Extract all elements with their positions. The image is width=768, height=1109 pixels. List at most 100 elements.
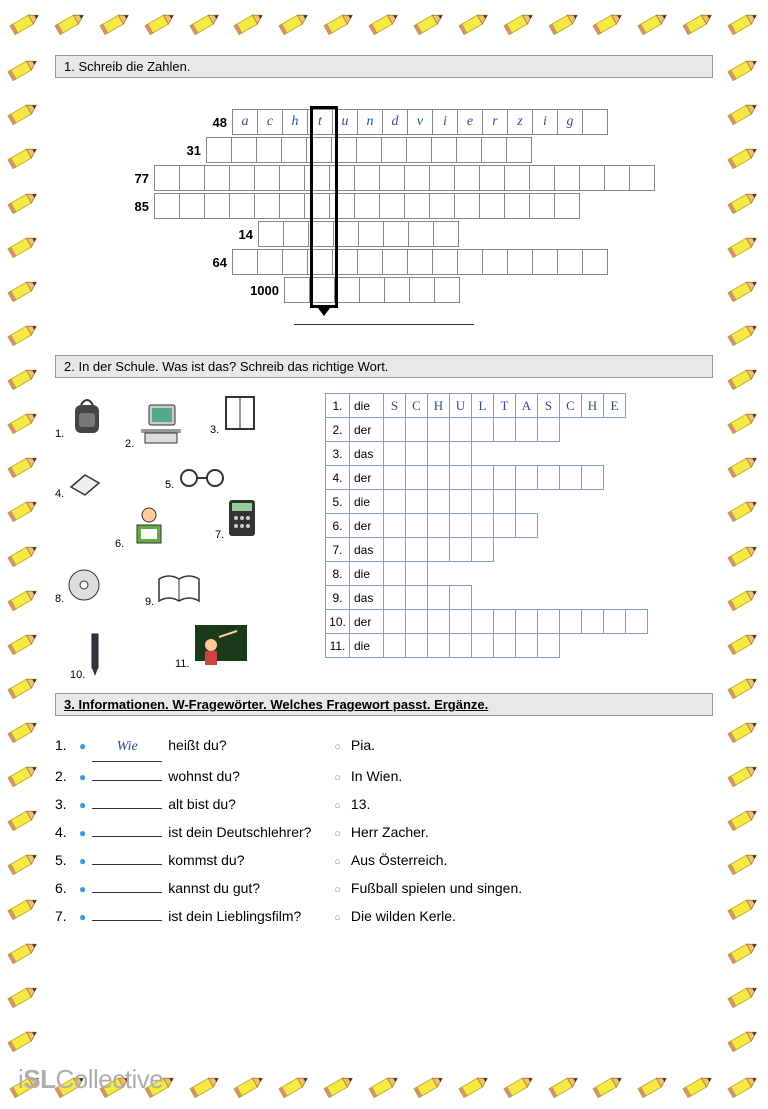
grid-cell[interactable]	[231, 137, 257, 163]
grid-cell[interactable]	[331, 137, 357, 163]
letter-cell[interactable]	[450, 442, 472, 466]
grid-cell[interactable]	[357, 249, 383, 275]
letter-cell[interactable]	[406, 466, 428, 490]
letter-cell[interactable]	[472, 538, 494, 562]
letter-cell[interactable]	[384, 634, 406, 658]
grid-cell[interactable]	[254, 193, 280, 219]
grid-cell[interactable]	[433, 221, 459, 247]
grid-cell[interactable]	[384, 277, 410, 303]
letter-cell[interactable]	[516, 418, 538, 442]
letter-cell[interactable]: U	[450, 394, 472, 418]
grid-cell[interactable]: r	[482, 109, 508, 135]
grid-cell[interactable]: z	[507, 109, 533, 135]
grid-cell[interactable]	[229, 193, 255, 219]
grid-cell[interactable]	[359, 277, 385, 303]
grid-cell[interactable]	[179, 165, 205, 191]
letter-cell[interactable]: S	[384, 394, 406, 418]
grid-cell[interactable]	[507, 249, 533, 275]
grid-cell[interactable]	[434, 277, 460, 303]
grid-cell[interactable]	[431, 137, 457, 163]
letter-cell[interactable]	[428, 418, 450, 442]
letter-cell[interactable]: C	[560, 394, 582, 418]
grid-cell[interactable]	[504, 193, 530, 219]
grid-cell[interactable]	[306, 137, 332, 163]
answer-blank[interactable]	[92, 892, 162, 893]
letter-cell[interactable]	[582, 610, 604, 634]
grid-cell[interactable]	[454, 193, 480, 219]
grid-cell[interactable]	[329, 165, 355, 191]
grid-cell[interactable]	[204, 165, 230, 191]
grid-cell[interactable]	[354, 165, 380, 191]
grid-cell[interactable]	[254, 165, 280, 191]
letter-cell[interactable]	[428, 538, 450, 562]
grid-cell[interactable]	[379, 193, 405, 219]
grid-cell[interactable]	[579, 165, 605, 191]
grid-cell[interactable]	[529, 165, 555, 191]
letter-cell[interactable]: A	[516, 394, 538, 418]
grid-cell[interactable]	[554, 193, 580, 219]
answer-blank[interactable]	[92, 836, 162, 837]
letter-cell[interactable]	[450, 634, 472, 658]
grid-cell[interactable]	[279, 193, 305, 219]
letter-cell[interactable]	[406, 418, 428, 442]
grid-cell[interactable]	[382, 249, 408, 275]
letter-cell[interactable]	[450, 514, 472, 538]
grid-cell[interactable]	[429, 193, 455, 219]
letter-cell[interactable]	[384, 514, 406, 538]
letter-cell[interactable]	[472, 490, 494, 514]
letter-cell[interactable]	[384, 442, 406, 466]
letter-cell[interactable]	[406, 490, 428, 514]
letter-cell[interactable]	[494, 418, 516, 442]
grid-cell[interactable]	[604, 165, 630, 191]
letter-cell[interactable]	[560, 610, 582, 634]
grid-cell[interactable]	[354, 193, 380, 219]
letter-cell[interactable]	[450, 586, 472, 610]
letter-cell[interactable]	[494, 490, 516, 514]
letter-cell[interactable]	[472, 466, 494, 490]
letter-cell[interactable]	[406, 610, 428, 634]
letter-cell[interactable]	[450, 490, 472, 514]
letter-cell[interactable]: L	[472, 394, 494, 418]
grid-cell[interactable]: c	[257, 109, 283, 135]
grid-cell[interactable]	[409, 277, 435, 303]
letter-cell[interactable]: E	[604, 394, 626, 418]
letter-cell[interactable]	[538, 418, 560, 442]
letter-cell[interactable]	[406, 538, 428, 562]
answer-blank[interactable]	[92, 780, 162, 781]
letter-cell[interactable]	[516, 514, 538, 538]
grid-cell[interactable]	[256, 137, 282, 163]
grid-cell[interactable]	[154, 165, 180, 191]
grid-cell[interactable]	[407, 249, 433, 275]
letter-cell[interactable]	[450, 418, 472, 442]
answer-blank[interactable]	[92, 808, 162, 809]
letter-cell[interactable]	[472, 418, 494, 442]
grid-cell[interactable]	[557, 249, 583, 275]
letter-cell[interactable]: T	[494, 394, 516, 418]
letter-cell[interactable]	[406, 514, 428, 538]
grid-cell[interactable]: t	[307, 109, 333, 135]
grid-cell[interactable]	[429, 165, 455, 191]
grid-cell[interactable]	[532, 249, 558, 275]
letter-cell[interactable]	[538, 634, 560, 658]
grid-cell[interactable]	[206, 137, 232, 163]
grid-cell[interactable]: d	[382, 109, 408, 135]
letter-cell[interactable]	[428, 466, 450, 490]
letter-cell[interactable]	[516, 610, 538, 634]
letter-cell[interactable]	[494, 634, 516, 658]
grid-cell[interactable]	[308, 221, 334, 247]
letter-cell[interactable]: S	[538, 394, 560, 418]
grid-cell[interactable]	[529, 193, 555, 219]
grid-cell[interactable]	[479, 165, 505, 191]
grid-cell[interactable]	[454, 165, 480, 191]
grid-cell[interactable]	[283, 221, 309, 247]
grid-cell[interactable]: e	[457, 109, 483, 135]
grid-cell[interactable]	[582, 249, 608, 275]
letter-cell[interactable]	[450, 466, 472, 490]
grid-cell[interactable]	[404, 193, 430, 219]
grid-cell[interactable]	[329, 193, 355, 219]
letter-cell[interactable]	[428, 634, 450, 658]
grid-cell[interactable]	[232, 249, 258, 275]
grid-cell[interactable]: n	[357, 109, 383, 135]
letter-cell[interactable]	[560, 466, 582, 490]
letter-cell[interactable]	[494, 466, 516, 490]
